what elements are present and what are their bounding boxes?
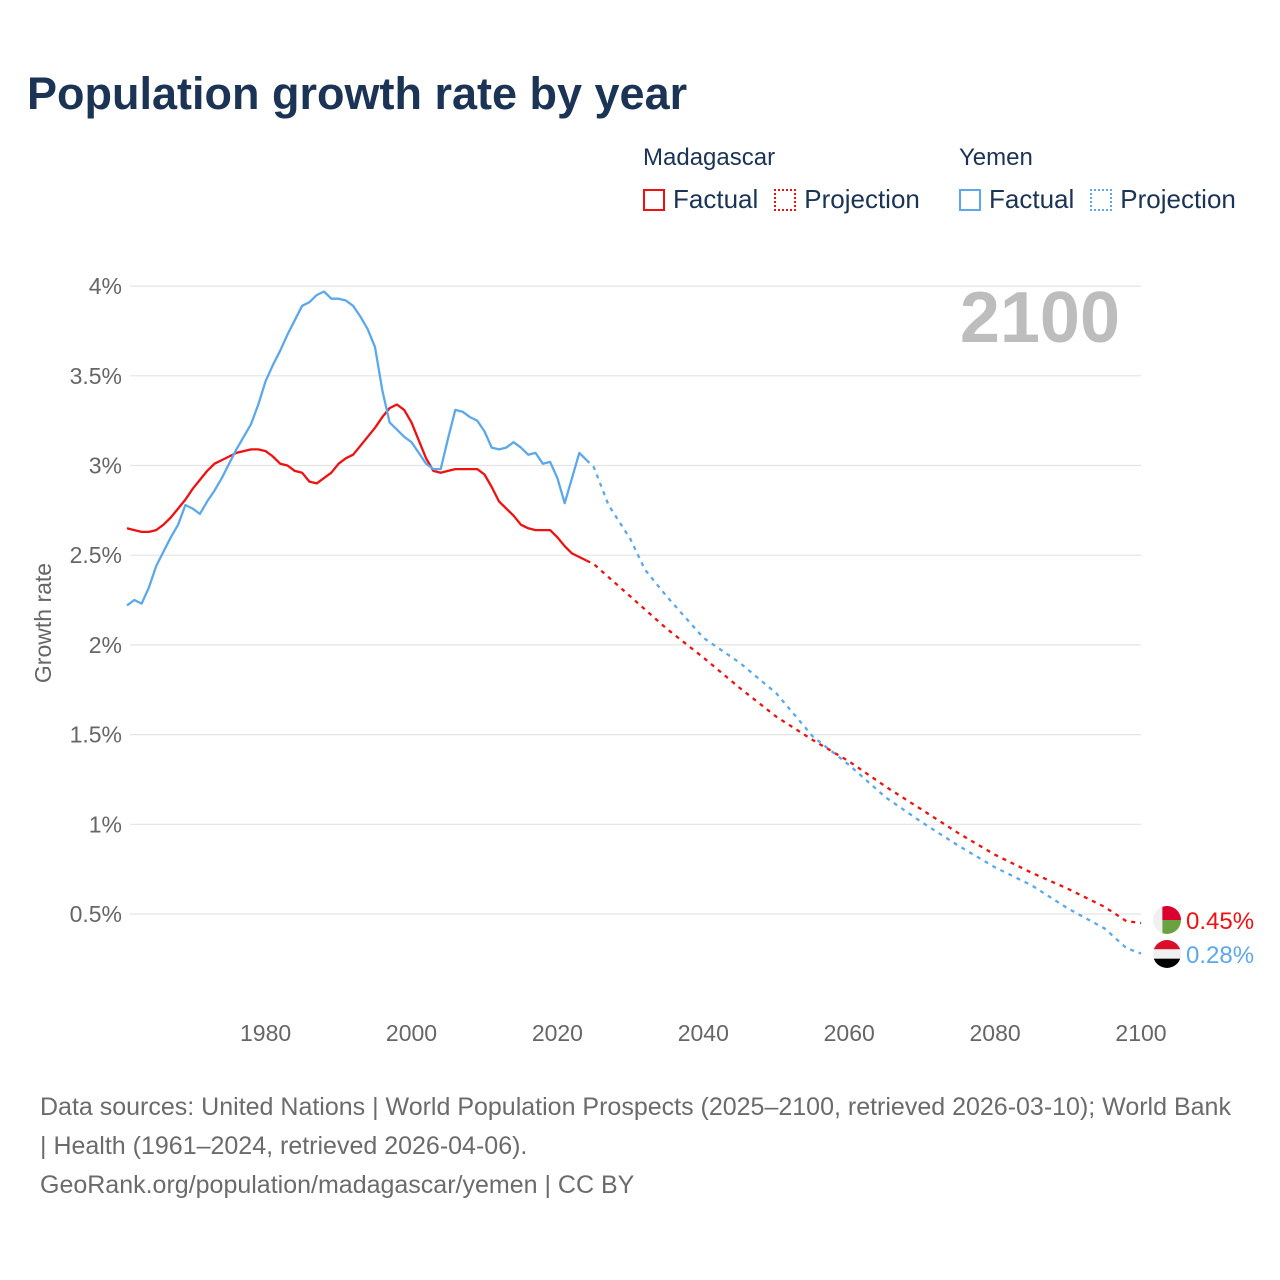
flag-black <box>1153 958 1181 968</box>
data-sources: Data sources: United Nations | World Pop… <box>40 1093 1231 1160</box>
footer: Data sources: United Nations | World Pop… <box>40 1088 1240 1205</box>
y-tick-label: 0.5% <box>70 901 122 927</box>
legend-yemen: Yemen Factual Projection <box>959 144 1252 215</box>
flag-white <box>1153 906 1163 934</box>
legend-label: Projection <box>1120 184 1236 214</box>
y-tick-label: 3% <box>89 453 122 479</box>
x-tick-label: 1980 <box>240 1020 291 1046</box>
legend-yemen-projection[interactable]: Projection <box>1090 184 1236 215</box>
yemen-flag-icon <box>1153 940 1181 968</box>
x-tick-label: 2040 <box>678 1020 729 1046</box>
x-tick-label: 2080 <box>970 1020 1021 1046</box>
source-link[interactable]: GeoRank.org/population/madagascar/yemen … <box>40 1171 635 1199</box>
legend-label: Factual <box>673 184 759 214</box>
legend-group-name: Madagascar <box>643 144 776 171</box>
y-tick-label: 4% <box>89 273 122 299</box>
series-madagascar-factual <box>126 403 588 562</box>
end-value-label: 0.28% <box>1186 942 1254 969</box>
y-tick-label: 1% <box>89 811 122 837</box>
y-axis-label: Growth rate <box>30 563 56 683</box>
madagascar-flag-icon <box>1153 906 1181 934</box>
chart-title: Population growth rate by year <box>27 68 688 119</box>
end-marker-yemen: 0.28% <box>1153 940 1254 969</box>
legend-madagascar-projection[interactable]: Projection <box>774 184 920 215</box>
solid-swatch-icon <box>959 188 981 211</box>
x-tick-label: 2020 <box>532 1020 583 1046</box>
legend-madagascar-factual[interactable]: Factual <box>643 184 758 215</box>
series-yemen-factual <box>126 290 588 607</box>
legend-label: Factual <box>989 184 1075 214</box>
y-tick-label: 2% <box>89 632 122 658</box>
legend-madagascar: Madagascar Factual Projection <box>643 144 936 215</box>
dotted-swatch-icon <box>774 188 797 211</box>
x-tick-label: 2060 <box>824 1020 875 1046</box>
legend-yemen-factual[interactable]: Factual <box>959 184 1074 215</box>
end-value-label: 0.45% <box>1186 908 1254 935</box>
flag-red <box>1153 940 1181 950</box>
year-display: 2100 <box>960 278 1120 358</box>
series-madagascar-projection <box>586 559 1142 925</box>
y-tick-label: 3.5% <box>70 363 122 389</box>
legend-label: Projection <box>804 184 920 214</box>
y-tick-label: 1.5% <box>70 722 122 748</box>
series-yemen-projection <box>585 459 1142 955</box>
y-tick-label: 2.5% <box>70 542 122 568</box>
legend-group-name: Yemen <box>959 144 1033 171</box>
x-tick-label: 2000 <box>386 1020 437 1046</box>
solid-swatch-icon <box>643 188 665 211</box>
flag-white <box>1153 949 1181 959</box>
x-tick-label: 2100 <box>1115 1020 1166 1046</box>
dotted-swatch-icon <box>1090 188 1113 211</box>
end-marker-madagascar: 0.45% <box>1153 906 1254 935</box>
